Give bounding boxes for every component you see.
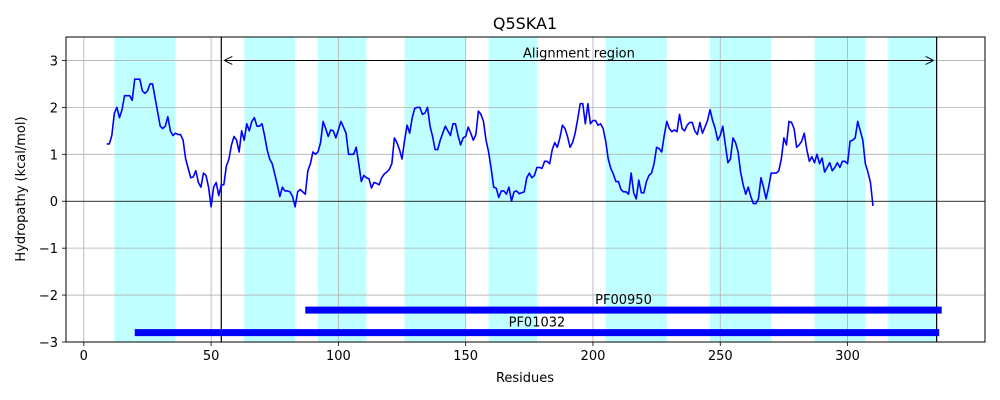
plot-frame: [65, 36, 986, 343]
domain-bar: [305, 306, 942, 314]
domain-label: PF01032: [509, 316, 566, 331]
alignment-arrow-left-head: [224, 56, 233, 65]
x-tick-label: 300: [835, 349, 860, 364]
alignment-region-label: Alignment region: [523, 46, 635, 61]
tm-band: [710, 37, 772, 342]
tm-band: [814, 37, 866, 342]
tm-band: [114, 37, 176, 342]
domain-label: PF00950: [595, 293, 652, 308]
x-tick-label: 100: [326, 349, 351, 364]
x-tick-label: 200: [581, 349, 606, 364]
alignment-arrow-right-head: [925, 56, 934, 65]
y-tick-label: −3: [39, 336, 58, 351]
domain-bars: PF00950 PF01032: [134, 293, 942, 337]
y-tick-label: 0: [50, 195, 58, 210]
y-tick-label: 3: [50, 54, 58, 69]
y-axis-label: Hydropathy (kcal/mol): [14, 116, 29, 261]
y-tick-label: −2: [39, 289, 58, 304]
tm-band: [318, 37, 367, 342]
x-tick-label: 0: [80, 349, 88, 364]
y-tick-label: 1: [50, 148, 58, 163]
domain-bar: [134, 329, 940, 337]
reference-lines: [66, 37, 985, 342]
tm-band: [605, 37, 667, 342]
x-tick-label: 50: [203, 349, 220, 364]
tm-band: [244, 37, 296, 342]
x-axis-label: Residues: [496, 371, 554, 386]
tm-band: [888, 37, 937, 342]
tm-band: [404, 37, 466, 342]
x-tick-label: 250: [708, 349, 733, 364]
x-tick-label: 150: [453, 349, 478, 364]
y-tick-label: −1: [39, 242, 58, 257]
transmembrane-bands: [114, 37, 937, 342]
hydropathy-line: [106, 78, 874, 208]
y-tick-label: 2: [50, 101, 58, 116]
hydropathy-series: [106, 78, 874, 208]
axes: 0 50 100 150 200 250 300 −3 −2 −1 0 1 2 3: [39, 36, 986, 364]
chart-title: Q5SKA1: [493, 14, 557, 33]
